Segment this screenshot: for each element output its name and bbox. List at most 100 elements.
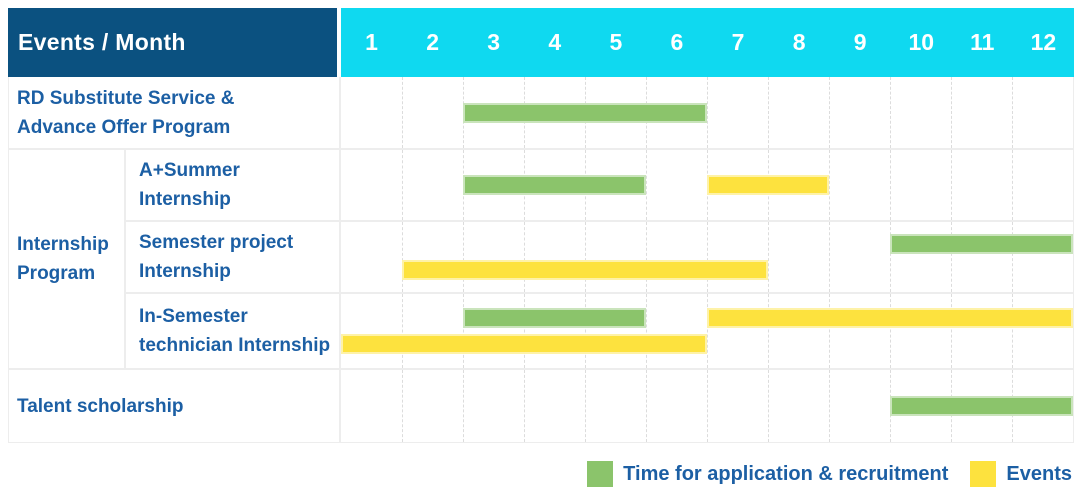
month-gridline (1012, 222, 1013, 292)
gantt-bar-recruitment (463, 175, 646, 195)
month-gridline (829, 294, 830, 368)
month-header-cell: 11 (970, 29, 995, 55)
table-row: Talent scholarship (9, 370, 1073, 442)
month-header-cell: 10 (908, 29, 935, 55)
month-gridline (951, 222, 952, 292)
month-gridline (1012, 77, 1013, 148)
gantt-bar-event (341, 334, 707, 354)
month-gridline (890, 150, 891, 220)
row-label-in-semester-technician-internship: In-Semester technician Internship (126, 294, 341, 368)
month-gridline (585, 370, 586, 442)
table-row: RD Substitute Service & Advance Offer Pr… (9, 77, 1073, 150)
gantt-bar-recruitment (463, 102, 707, 123)
legend-label-events: Events (1006, 462, 1072, 485)
row-label-talent-scholarship: Talent scholarship (9, 370, 341, 442)
month-gridline (890, 294, 891, 368)
header-divider (337, 8, 341, 77)
group-sub-rows: A+Summer Internship Semester project Int… (126, 150, 1073, 368)
gantt-row-track (341, 77, 1073, 148)
month-gridline (951, 150, 952, 220)
month-gridline (768, 370, 769, 442)
month-header-cell: 4 (548, 29, 562, 55)
legend-label-recruitment: Time for application & recruitment (623, 462, 949, 485)
gantt-bar-recruitment (890, 396, 1073, 416)
group-label-internship-program: Internship Program (9, 150, 126, 368)
row-label-line: Internship (139, 261, 231, 282)
month-gridline (402, 222, 403, 292)
month-header-cell: 1 (365, 29, 378, 55)
month-gridline (829, 77, 830, 148)
month-gridline (829, 222, 830, 292)
gantt-bar-event (402, 260, 768, 280)
legend-swatch-recruitment (587, 461, 614, 487)
header-events-month-label: Events / Month (18, 29, 186, 55)
month-header-cell: 3 (487, 29, 501, 55)
row-label-line: Semester project (139, 232, 294, 253)
month-gridline (890, 222, 891, 292)
month-gridline (463, 222, 464, 292)
row-label-line: technician Internship (139, 335, 331, 356)
month-gridline (707, 294, 708, 368)
row-label-line: Talent scholarship (17, 395, 184, 417)
month-gridline (524, 370, 525, 442)
month-header-cell: 9 (853, 29, 867, 55)
month-gridline (890, 77, 891, 148)
month-gridline (951, 294, 952, 368)
row-label-line: Advance Offer Program (17, 116, 231, 138)
row-label-line: A+Summer (139, 160, 240, 181)
month-gridline (707, 222, 708, 292)
table-row: A+Summer Internship (126, 150, 1073, 222)
month-header-cell: 12 (1030, 29, 1057, 55)
gantt-row-track (341, 370, 1073, 442)
table-body: RD Substitute Service & Advance Offer Pr… (8, 77, 1074, 443)
month-gridline (646, 294, 647, 368)
month-gridline (1012, 150, 1013, 220)
month-header-cell: 8 (792, 29, 806, 55)
month-header-cell: 2 (426, 29, 440, 55)
group-label-line: Internship (17, 234, 109, 255)
table-row: In-Semester technician Internship (126, 294, 1073, 368)
gantt-bar-event (707, 175, 829, 195)
gantt-row-track (341, 150, 1073, 220)
header-events-month-cell: Events / Month (8, 8, 337, 77)
month-gridline (768, 294, 769, 368)
month-gridline (402, 150, 403, 220)
row-label-semester-project-internship: Semester project Internship (126, 222, 341, 292)
row-label-a-plus-summer-internship: A+Summer Internship (126, 150, 341, 220)
month-gridline (524, 222, 525, 292)
month-gridline (585, 294, 586, 368)
legend: Time for application & recruitment Event… (587, 461, 1072, 487)
month-gridline (646, 222, 647, 292)
table-row: Semester project Internship (126, 222, 1073, 294)
month-header-row: 1 2 3 4 5 6 7 8 9 10 11 12 (341, 8, 1074, 77)
month-gridline (707, 370, 708, 442)
gantt-row-track (341, 222, 1073, 292)
month-gridline (951, 77, 952, 148)
month-header-cell: 6 (670, 29, 684, 55)
month-gridline (524, 294, 525, 368)
month-header-cell: 5 (609, 29, 623, 55)
row-label-rd-substitute-service: RD Substitute Service & Advance Offer Pr… (9, 77, 341, 148)
row-label-line: In-Semester (139, 306, 248, 327)
row-label-line: RD Substitute Service & (17, 87, 235, 109)
month-gridline (768, 222, 769, 292)
month-gridline (707, 77, 708, 148)
month-gridline (463, 370, 464, 442)
month-gridline (646, 150, 647, 220)
month-gridline (402, 77, 403, 148)
gantt-bar-event (707, 308, 1073, 328)
gantt-bar-recruitment (463, 308, 646, 328)
row-label-line: Internship (139, 189, 231, 210)
month-gridline (402, 294, 403, 368)
month-gridline (768, 77, 769, 148)
month-gridline (463, 294, 464, 368)
gantt-bar-recruitment (890, 234, 1073, 254)
gantt-table: Events / Month 1 2 3 4 5 6 7 8 9 10 11 12 RD Substi… (8, 8, 1074, 443)
month-gridline (585, 222, 586, 292)
table-header-row: Events / Month 1 2 3 4 5 6 7 8 9 10 11 12 (8, 8, 1074, 77)
month-header-cell: 7 (731, 29, 745, 55)
table-row-group-internship-program: Internship Program A+Summer Internship S… (9, 150, 1073, 370)
month-gridline (829, 370, 830, 442)
month-gridline (646, 370, 647, 442)
